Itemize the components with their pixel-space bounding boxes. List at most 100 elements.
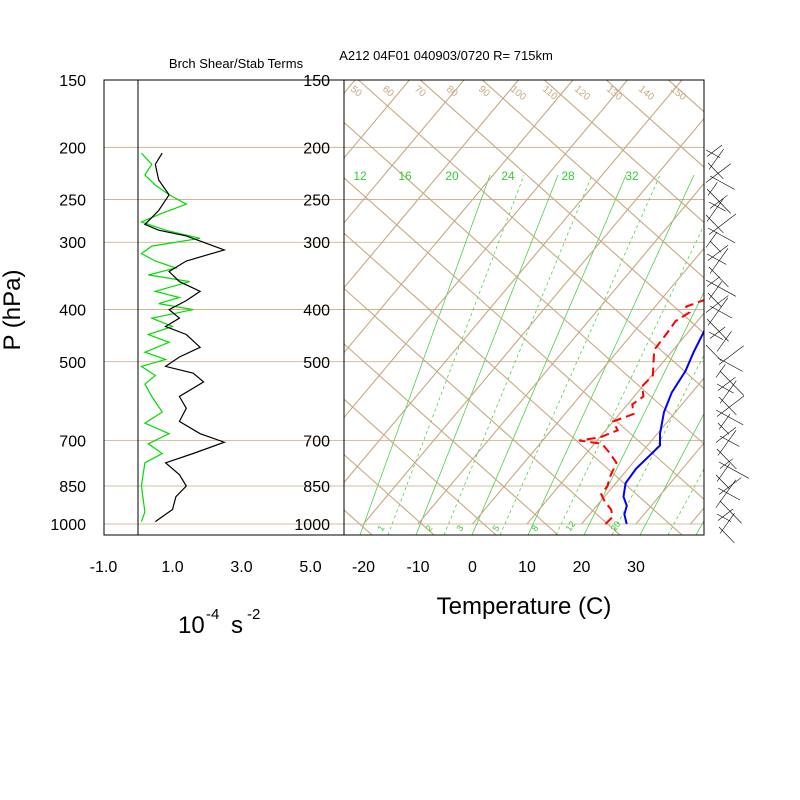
adiabat-line: [357, 80, 704, 390]
units-exp: -4: [206, 606, 219, 623]
wind-barb-staff: [716, 330, 732, 352]
adiabat-labels: 50 60 70 80 90 100 110 120 130 140 150: [348, 84, 688, 103]
adiabat-label: 150: [668, 84, 688, 103]
right-pressure-tick: 200: [303, 140, 330, 157]
left-pressure-tick-labels: 150 200 250 300 400 500 700 850 1000: [50, 73, 86, 534]
temperature-profile: [622, 329, 704, 525]
wind-barb-staff: [717, 430, 737, 456]
mixing-ratio-bottom-label: 3: [454, 523, 465, 533]
adiabat-label: 140: [636, 84, 656, 103]
right-pressure-tick-labels: 150 200 250 300 400 500 700 850 1000: [294, 73, 330, 534]
mixing-ratio-line: [499, 174, 661, 535]
wind-barb-staff: [709, 326, 726, 339]
wind-barb-staff: [707, 245, 729, 261]
wind-barb-staff: [706, 253, 727, 265]
wind-barb-staff: [707, 227, 736, 244]
wind-barb-staff: [718, 413, 731, 430]
wind-barb-staff: [718, 461, 749, 479]
isotherm-line: [344, 80, 574, 354]
wind-barb-staff: [705, 295, 729, 313]
left-units-label: 10 -4 s -2: [178, 606, 260, 639]
isotherm-line: [635, 442, 704, 525]
wind-barb-staff: [705, 149, 721, 158]
wind-barb-staff: [719, 435, 740, 447]
adiabat-label: 70: [412, 84, 428, 100]
left-pressure-tick: 500: [59, 355, 86, 372]
wind-barb-staff: [719, 500, 742, 524]
wind-barb-staff: [708, 266, 729, 288]
dry-adiabats: [344, 80, 704, 535]
wind-barb-staff: [709, 305, 733, 319]
wind-barb-staff: [705, 163, 731, 183]
left-x-tick: 5.0: [299, 559, 321, 576]
mixing-ratio-lines: [359, 174, 704, 535]
mixing-ratio-bottom-label: 12: [563, 519, 577, 533]
isotherm-line: [344, 80, 520, 289]
mixing-ratio-line: [611, 354, 704, 535]
mixing-ratio-top-label: 12: [353, 169, 367, 183]
left-x-tick-labels: -1.0 1.0 3.0 5.0: [90, 559, 322, 576]
mixing-ratio-bottom-label: 1: [375, 523, 386, 533]
wind-barb-staff: [706, 188, 731, 214]
skewed-isotherms: [0, 64, 704, 525]
wind-barb-staff: [718, 477, 742, 495]
adiabat-line: [344, 453, 435, 535]
mixing-ratio-bottom-label: 20: [608, 519, 622, 533]
wind-barb-staff: [706, 318, 729, 342]
mixing-ratio-line: [695, 520, 704, 535]
right-pressure-tick: 300: [303, 235, 330, 252]
isotherm-line: [526, 312, 704, 525]
y-axis-label: P (hPa): [0, 270, 26, 351]
mixing-ratio-top-label: 32: [625, 169, 639, 183]
wind-barb-staff: [707, 297, 729, 326]
mixing-ratio-top-label: 28: [561, 169, 575, 183]
isotherm-line: [0, 64, 314, 524]
units-unit-exp: -2: [247, 606, 260, 623]
mixing-ratio-line: [471, 174, 627, 535]
left-pressure-tick: 150: [59, 73, 86, 90]
mixing-ratio-labels: 12 16 20 24 28 321 2 3 5 8 12 20: [353, 169, 639, 533]
right-panel-frame: [343, 79, 705, 536]
temperature-tick: 30: [627, 559, 645, 576]
left-pressure-gridlines: [104, 79, 344, 525]
right-pressure-tick: 500: [303, 355, 330, 372]
wind-barb-staff: [715, 474, 730, 489]
mixing-ratio-line: [639, 412, 704, 535]
wind-barb-staff: [708, 281, 723, 300]
wind-barb-staff: [707, 162, 724, 179]
adiabat-line: [344, 121, 704, 445]
adiabat-label: 80: [444, 84, 460, 100]
adiabat-line: [344, 232, 683, 535]
mixing-ratio-bottom-label: 5: [490, 523, 501, 533]
temperature-tick: 10: [518, 559, 536, 576]
adiabat-line: [344, 177, 704, 501]
adiabat-line: [344, 398, 497, 535]
temperature-tick: 20: [573, 559, 591, 576]
shear-stability-panel: 150 200 250 300 400 500 700 850 1000 -1.0 1.0 3.0 5…: [50, 73, 345, 639]
right-pressure-tick: 400: [303, 303, 330, 320]
left-x-tick: -1.0: [90, 559, 118, 576]
adiabat-line: [419, 80, 704, 334]
mixing-ratio-bottom-label: 8: [529, 523, 540, 533]
isotherm-line: [690, 507, 704, 525]
left-pressure-tick: 1000: [50, 517, 86, 534]
wind-barb-staff: [719, 380, 737, 404]
mixing-ratio-bottom-label: 2: [423, 523, 434, 533]
temperature-axis-label: Temperature (C): [437, 593, 612, 620]
temperature-tick: 0: [468, 559, 477, 576]
temperature-tick: -20: [352, 559, 375, 576]
wind-barb-staff: [709, 240, 722, 253]
adiabat-line: [344, 287, 621, 535]
left-pressure-tick: 300: [59, 235, 86, 252]
mixing-ratio-line: [387, 174, 525, 535]
wind-barb-staff: [706, 198, 724, 222]
adiabat-label: 100: [508, 84, 528, 103]
wind-barb-staff: [715, 364, 726, 378]
left-x-tick: 3.0: [230, 559, 252, 576]
isotherm-line: [344, 80, 683, 484]
adiabat-label: 120: [572, 84, 592, 103]
wind-barb-staff: [718, 396, 737, 416]
wind-barb-staff: [716, 383, 734, 394]
adiabat-line: [481, 80, 704, 279]
